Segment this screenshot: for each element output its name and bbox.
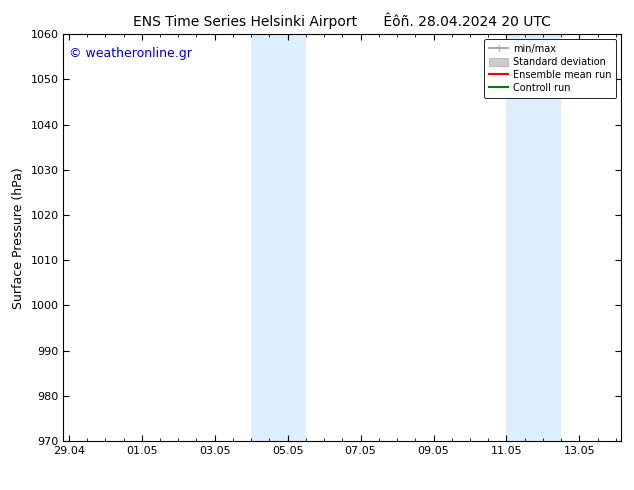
Title: ENS Time Series Helsinki Airport      Êôñ. 28.04.2024 20 UTC: ENS Time Series Helsinki Airport Êôñ. 28… — [133, 12, 552, 29]
Text: © weatheronline.gr: © weatheronline.gr — [69, 47, 192, 59]
Y-axis label: Surface Pressure (hPa): Surface Pressure (hPa) — [12, 167, 25, 309]
Bar — [251, 34, 306, 441]
Bar — [507, 34, 561, 441]
Legend: min/max, Standard deviation, Ensemble mean run, Controll run: min/max, Standard deviation, Ensemble me… — [484, 39, 616, 98]
